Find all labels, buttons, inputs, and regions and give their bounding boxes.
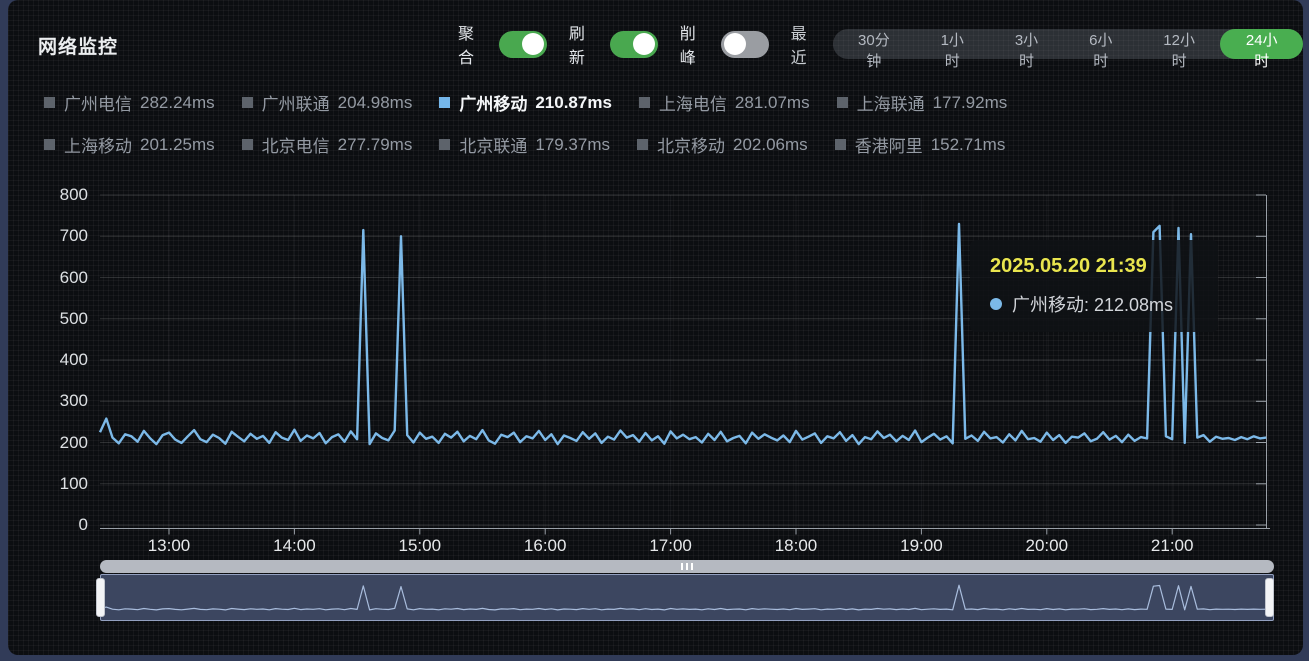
legend-value: 277.79ms: [337, 134, 413, 154]
legend-name: 香港阿里: [854, 137, 923, 156]
legend-name: 上海电信: [658, 95, 727, 114]
legend-row-2: 上海移动 201.25ms 北京电信 277.79ms 北京联通 179.37m…: [44, 132, 1034, 157]
legend-value: 177.92ms: [932, 92, 1008, 112]
brush-scrollbar[interactable]: [100, 560, 1274, 573]
time-range-group: 30分钟 1小时 3小时 6小时 12小时 24小时: [832, 29, 1303, 70]
range-12h[interactable]: 12小时: [1138, 29, 1221, 70]
x-axis-label: 15:00: [398, 536, 442, 555]
legend-item-hk-ali[interactable]: 香港阿里 152.71ms: [834, 132, 1006, 157]
datazoom-right-handle[interactable]: [1265, 578, 1274, 617]
y-axis-label: 300: [59, 391, 88, 411]
y-axis-label: 200: [59, 432, 88, 452]
range-1h[interactable]: 1小时: [915, 29, 989, 70]
y-axis-label: 800: [59, 185, 88, 204]
legend-value: 201.25ms: [140, 134, 215, 154]
legend-row-1: 广州电信 282.24ms 广州联通 204.98ms 广州移动 210.87m…: [44, 90, 1034, 115]
legend-marker-icon: [638, 97, 650, 108]
tooltip-date: 2025.05.20 21:39: [990, 255, 1147, 277]
y-axis-label: 700: [59, 226, 88, 246]
switch-knob: [632, 33, 655, 55]
legend-value: 152.71ms: [930, 134, 1006, 154]
range-3h[interactable]: 3小时: [989, 29, 1063, 70]
legend-value: 210.87ms: [535, 92, 612, 112]
x-axis-label: 19:00: [900, 536, 943, 555]
legend-value: 281.07ms: [734, 92, 810, 112]
range-30min[interactable]: 30分钟: [833, 29, 916, 70]
tooltip-series-row: 广州移动: 212.08ms: [990, 291, 1198, 317]
legend-item-gz-mobile[interactable]: 广州移动 210.87ms: [439, 90, 612, 115]
legend-marker-icon: [44, 97, 55, 108]
legend-name: 北京联通: [459, 137, 528, 156]
y-axis-label: 500: [59, 308, 88, 328]
toggle-aggregate[interactable]: 聚合: [458, 20, 547, 68]
legend-marker-icon: [836, 97, 848, 108]
x-axis-label: 16:00: [523, 536, 567, 555]
legend-item-bj-telecom[interactable]: 北京电信 277.79ms: [241, 132, 413, 157]
datazoom-left-handle[interactable]: [96, 578, 105, 617]
legend-name: 上海联通: [856, 95, 925, 114]
chart-tooltip: 2025.05.20 21:39 广州移动: 212.08ms: [970, 240, 1218, 332]
x-axis-label: 14:00: [273, 536, 316, 555]
x-axis-label: 13:00: [147, 536, 191, 555]
legend-marker-icon: [637, 139, 649, 150]
legend-marker-icon: [241, 139, 253, 150]
range-6h[interactable]: 6小时: [1064, 29, 1138, 70]
y-axis-label: 600: [59, 267, 88, 287]
x-axis-label: 18:00: [774, 536, 818, 555]
legend-marker-icon: [439, 97, 451, 108]
toggle-refresh[interactable]: 刷新: [569, 20, 658, 68]
x-axis-label: 17:00: [649, 536, 692, 555]
toggle-refresh-switch[interactable]: [609, 30, 658, 58]
legend-item-bj-mobile[interactable]: 北京移动 202.06ms: [637, 132, 808, 157]
legend-name: 上海移动: [64, 137, 132, 156]
legend-item-sh-mobile[interactable]: 上海移动 201.25ms: [44, 132, 215, 157]
y-axis-label: 400: [59, 350, 88, 369]
toggle-aggregate-switch[interactable]: [498, 30, 547, 58]
toggle-peak-shaving[interactable]: 削峰: [680, 20, 769, 68]
legend-name: 北京电信: [261, 137, 330, 156]
legend-marker-icon: [439, 139, 451, 150]
y-axis-label: 100: [59, 473, 88, 493]
switch-knob: [521, 33, 544, 55]
legend-name: 北京移动: [657, 137, 726, 156]
legend-value: 179.37ms: [535, 134, 611, 154]
x-axis-label: 21:00: [1150, 536, 1194, 555]
toggle-refresh-label: 刷新: [568, 26, 585, 67]
page-title: 网络监控: [38, 37, 119, 58]
tooltip-value: 广州移动: 212.08ms: [1012, 295, 1174, 315]
legend-marker-icon: [44, 139, 55, 150]
legend-item-sh-unicom[interactable]: 上海联通 177.92ms: [836, 90, 1008, 115]
legend-item-gz-unicom[interactable]: 广州联通 204.98ms: [241, 90, 413, 115]
x-axis-label: 20:00: [1025, 536, 1069, 555]
range-24h[interactable]: 24小时: [1220, 29, 1303, 70]
toggle-aggregate-label: 聚合: [458, 26, 475, 67]
legend-marker-icon: [834, 139, 846, 150]
toggle-peak-shaving-label: 削峰: [679, 26, 696, 67]
toggle-peak-shaving-switch[interactable]: [720, 30, 769, 58]
datazoom-window[interactable]: [100, 574, 1274, 621]
legend-name: 广州移动: [459, 95, 528, 114]
legend-value: 204.98ms: [337, 92, 413, 112]
scrollbar-grip-icon[interactable]: [680, 563, 695, 570]
legend-name: 广州电信: [64, 95, 132, 114]
y-axis-label: 0: [78, 515, 88, 534]
legend-item-gz-telecom[interactable]: 广州电信 282.24ms: [44, 90, 215, 115]
legend-marker-icon: [241, 97, 253, 108]
recent-label: 最近: [790, 26, 807, 67]
header-controls: 聚合 刷新 削峰 最近 30分钟 1小时 3小时 6小时 12小时 24小时: [458, 26, 1303, 70]
switch-knob: [723, 33, 746, 55]
legend-item-sh-telecom[interactable]: 上海电信 281.07ms: [638, 90, 810, 115]
network-monitor-card: 网络监控 聚合 刷新 削峰 最近 30分钟 1小时 3小时 6小时 12小时 2…: [8, 0, 1303, 655]
legend-value: 282.24ms: [140, 92, 215, 112]
series-dot-icon: [990, 298, 1002, 310]
legend-value: 202.06ms: [733, 134, 808, 154]
legend-name: 广州联通: [261, 95, 330, 114]
chart-legend: 广州电信 282.24ms 广州联通 204.98ms 广州移动 210.87m…: [44, 90, 1034, 174]
legend-item-bj-unicom[interactable]: 北京联通 179.37ms: [439, 132, 610, 157]
